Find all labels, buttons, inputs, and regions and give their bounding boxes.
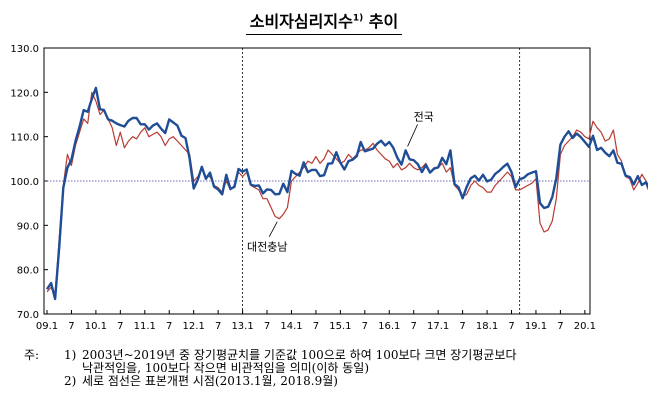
x-tick-label: 7	[411, 321, 417, 332]
x-tick-label: 16.1	[378, 321, 400, 332]
y-tick-label: 90.0	[17, 221, 39, 232]
x-tick-label: 7	[557, 321, 563, 332]
footnote-1: 주: 1) 2003년~2019년 중 장기평균치를 기준값 100으로 하여 10…	[24, 349, 517, 362]
x-tick-label: 7	[362, 321, 368, 332]
x-tick-label: 15.1	[329, 321, 351, 332]
x-tick-label: 17.1	[427, 321, 449, 332]
footnote-2: 2) 세로 점선은 표본개편 시점(2013.1월, 2018.9월)	[24, 375, 517, 388]
title-suffix: 추이	[368, 12, 399, 31]
line-chart: 70.0 80.0 90.0 100.0 110.0 120.0 130.0 09.1 7 10.…	[10, 44, 648, 332]
series-line-daejeon_chungnam	[46, 91, 648, 297]
x-tick-label: 7	[264, 321, 270, 332]
x-tick-label: 12.1	[183, 321, 205, 332]
y-tick-label: 120.0	[10, 88, 39, 99]
x-tick-label: 19.1	[525, 321, 547, 332]
x-tick-label: 09.1	[36, 321, 58, 332]
footnote-prefix: 주:	[24, 348, 40, 362]
x-tick-label: 7	[68, 321, 74, 332]
x-tick-label: 7	[313, 321, 319, 332]
footnote-1-line2: 낙관적임을, 100보다 작으면 비관적임을 의미(이하 동일)	[82, 361, 369, 375]
footnote-1-continued: 낙관적임을, 100보다 작으면 비관적임을 의미(이하 동일)	[24, 362, 517, 375]
footnotes: 주: 1) 2003년~2019년 중 장기평균치를 기준값 100으로 하여 10…	[24, 349, 517, 388]
chart-title: 소비자심리지수1) 추이	[0, 8, 648, 35]
annotation-daejeon-chungnam: 대전충남	[247, 241, 287, 254]
x-tick-label: 7	[117, 321, 123, 332]
annotation-leader-daejeon	[268, 221, 278, 237]
footnote-2-text: 세로 점선은 표본개편 시점(2013.1월, 2018.9월)	[82, 374, 338, 388]
footnote-1-line1: 2003년~2019년 중 장기평균치를 기준값 100으로 하여 100보다 …	[82, 348, 517, 362]
x-tick-label: 18.1	[476, 321, 498, 332]
annotation-national: 전국	[414, 110, 434, 123]
y-tick-label: 70.0	[17, 310, 39, 321]
x-tick-label: 14.1	[280, 321, 302, 332]
x-tick-label: 7	[508, 321, 514, 332]
x-tick-label: 7	[166, 321, 172, 332]
footnote-2-number: 2)	[64, 374, 77, 388]
annotation-leader-national	[407, 124, 418, 147]
y-tick-label: 130.0	[10, 44, 39, 55]
y-tick-label: 100.0	[10, 177, 39, 188]
y-tick-label: 80.0	[17, 266, 39, 277]
title-footnote-mark: 1)	[352, 13, 364, 24]
y-tick-label: 110.0	[10, 133, 39, 144]
x-tick-label: 13.1	[231, 321, 253, 332]
title-text: 소비자심리지수	[249, 12, 353, 31]
footnote-1-number: 1)	[64, 348, 77, 362]
x-tick-label: 7	[215, 321, 221, 332]
series-line-national	[45, 86, 648, 301]
x-tick-label: 10.1	[85, 321, 107, 332]
x-tick-label: 11.1	[134, 321, 156, 332]
x-tick-label: 7	[459, 321, 465, 332]
x-tick-label: 20.1	[574, 321, 596, 332]
